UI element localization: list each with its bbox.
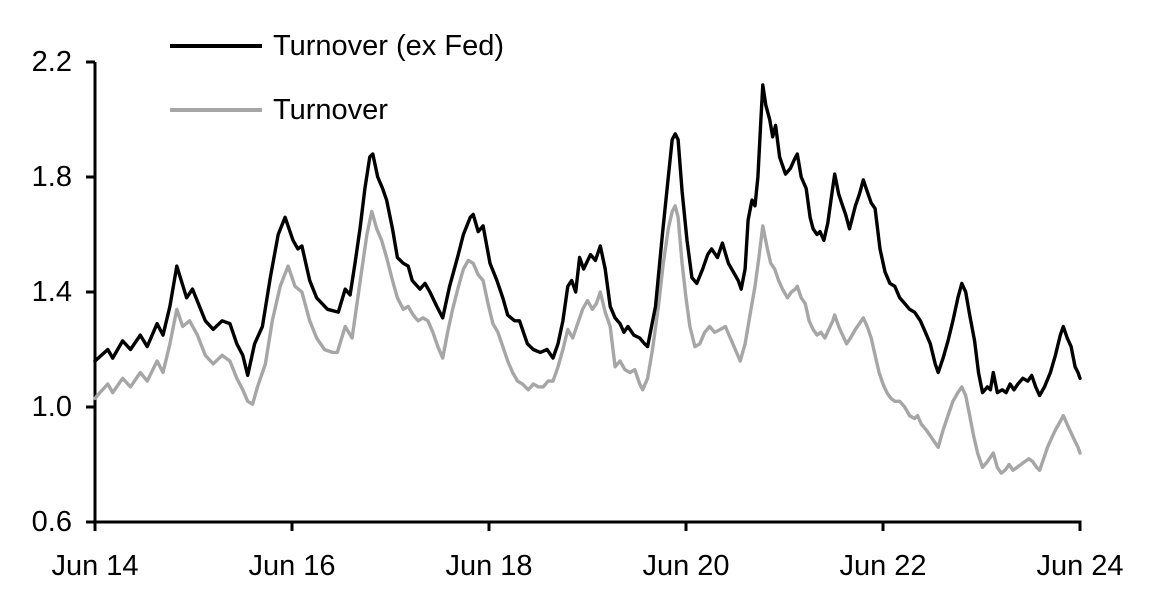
- x-tick-label: Jun 24: [1036, 550, 1124, 582]
- y-tick-label: 0.6: [31, 506, 72, 538]
- legend-line-black-swatch: [170, 44, 262, 48]
- x-tick-label: Jun 20: [642, 550, 730, 582]
- x-tick-label: Jun 16: [248, 550, 336, 582]
- legend-line-gray-swatch: [170, 108, 262, 112]
- y-tick-label: 2.2: [31, 46, 72, 78]
- x-tick-label: Jun 18: [445, 550, 533, 582]
- y-tick-label: 1.4: [31, 276, 72, 308]
- x-tick-label: Jun 14: [51, 550, 139, 582]
- series-line-turnover: [93, 204, 1082, 475]
- legend-label: Turnover: [273, 93, 388, 126]
- y-tick-label: 1.0: [31, 391, 72, 423]
- legend-item-turnover-ex-fed: Turnover (ex Fed): [170, 29, 504, 63]
- x-tick-label: Jun 22: [839, 550, 927, 582]
- y-tick-label: 1.8: [31, 161, 72, 193]
- plot-area: [86, 60, 1082, 531]
- series-line-turnover-ex-fed: [93, 83, 1082, 398]
- legend-item-turnover: Turnover: [170, 93, 388, 127]
- legend-label: Turnover (ex Fed): [273, 29, 504, 62]
